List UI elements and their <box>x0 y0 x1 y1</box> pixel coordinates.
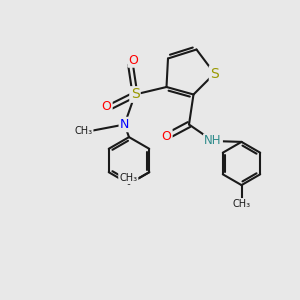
Text: N: N <box>120 118 129 131</box>
Text: O: O <box>162 130 171 143</box>
Text: S: S <box>130 88 140 101</box>
Text: CH₃: CH₃ <box>232 199 250 209</box>
Text: NH: NH <box>204 134 222 148</box>
Text: O: O <box>102 100 111 113</box>
Text: S: S <box>210 67 219 80</box>
Text: O: O <box>129 53 138 67</box>
Text: CH₃: CH₃ <box>74 125 92 136</box>
Text: CH₃: CH₃ <box>119 173 137 183</box>
